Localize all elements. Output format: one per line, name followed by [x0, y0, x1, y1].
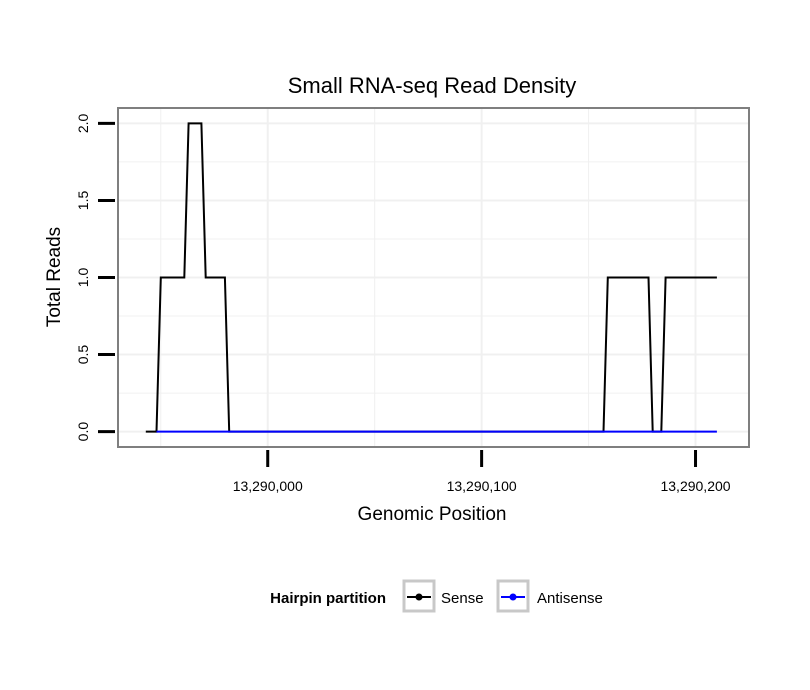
legend: Hairpin partition Sense Antisense	[270, 579, 603, 613]
x-tick-label: 13,290,000	[233, 478, 303, 494]
x-axis-label: Genomic Position	[358, 504, 507, 525]
legend-key-sense-dot	[415, 593, 423, 601]
y-tick-label: 0.0	[75, 422, 91, 442]
y-axis: 0.0 0.5 1.0 1.5 2.0	[75, 113, 115, 441]
y-tick-label: 0.5	[75, 345, 91, 365]
x-tick-label: 13,290,200	[660, 478, 730, 494]
series-layer	[145, 122, 717, 433]
y-tick-label: 1.5	[75, 191, 91, 211]
legend-key-antisense-dot	[509, 593, 517, 601]
legend-label-sense: Sense	[441, 590, 484, 607]
x-axis: 13,290,000 13,290,100 13,290,200	[233, 450, 731, 494]
chart-title: Small RNA-seq Read Density	[288, 73, 577, 98]
legend-title: Hairpin partition	[270, 590, 386, 607]
legend-label-antisense: Antisense	[537, 590, 603, 607]
y-axis-label: Total Reads	[44, 227, 65, 327]
y-tick-label: 1.0	[75, 268, 91, 288]
x-tick-label: 13,290,100	[447, 478, 517, 494]
y-tick-label: 2.0	[75, 113, 91, 133]
